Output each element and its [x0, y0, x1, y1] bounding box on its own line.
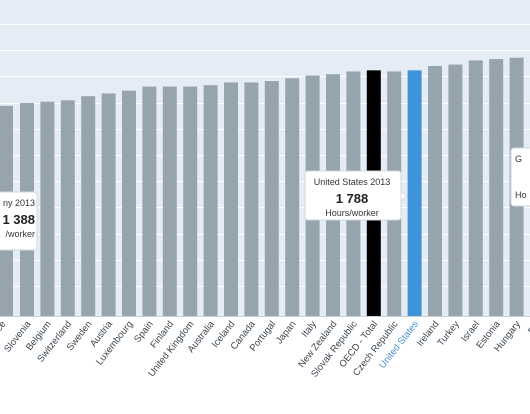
bar-belgium[interactable] — [40, 101, 55, 317]
bar-japan[interactable] — [285, 78, 300, 316]
bar-austria[interactable] — [101, 93, 116, 316]
bar-united-kingdom[interactable] — [183, 86, 198, 316]
tooltip-title: United States 2013 — [314, 177, 391, 187]
bar-luxembourg[interactable] — [122, 90, 136, 317]
tooltip-unit: Ho — [515, 190, 527, 200]
tooltip-box — [510, 147, 530, 207]
bar-series — [0, 57, 524, 317]
bar-spain[interactable] — [142, 86, 157, 316]
bar-estonia[interactable] — [489, 59, 504, 317]
x-axis-labels: SloveniaBelgiumSwitzerlandSwedenAustriaL… — [0, 319, 530, 380]
bar-finland[interactable] — [162, 86, 177, 316]
bar-united-states[interactable] — [407, 70, 422, 316]
tooltip-pointer — [400, 189, 408, 203]
tooltip: G Ho — [510, 147, 530, 207]
bar-sweden[interactable] — [81, 96, 96, 316]
bar-switzerland[interactable] — [60, 100, 75, 316]
tooltip-box — [0, 191, 38, 251]
tooltip-unit: /worker — [5, 229, 35, 239]
tooltip-unit: Hours/worker — [325, 208, 379, 218]
tooltips: ny 2013 1 388/worker United States 2013 1 7… — [0, 147, 530, 251]
tooltip-title: G — [515, 154, 522, 164]
x-tick-label: Turkey — [435, 319, 461, 349]
bar-portugal[interactable] — [264, 81, 279, 316]
bar-iceland[interactable] — [224, 82, 238, 316]
bar-australia[interactable] — [203, 85, 218, 316]
bar-canada[interactable] — [244, 82, 259, 316]
tooltip-value: 1 388 — [2, 212, 35, 227]
tooltip-value: 1 788 — [336, 191, 369, 206]
tooltip: United States 2013 1 788 Hours/worker — [304, 170, 408, 221]
bar-israel[interactable] — [468, 60, 483, 316]
x-tick-label: Pol — [526, 319, 530, 337]
bar-turkey[interactable] — [448, 64, 463, 316]
x-tick-label-cut: ce — [0, 319, 8, 334]
tooltip: ny 2013 1 388/worker — [0, 191, 38, 251]
tooltip-title: ny 2013 — [3, 198, 35, 208]
bar-ireland[interactable] — [428, 65, 442, 317]
x-tick-label: Japan — [274, 319, 299, 346]
